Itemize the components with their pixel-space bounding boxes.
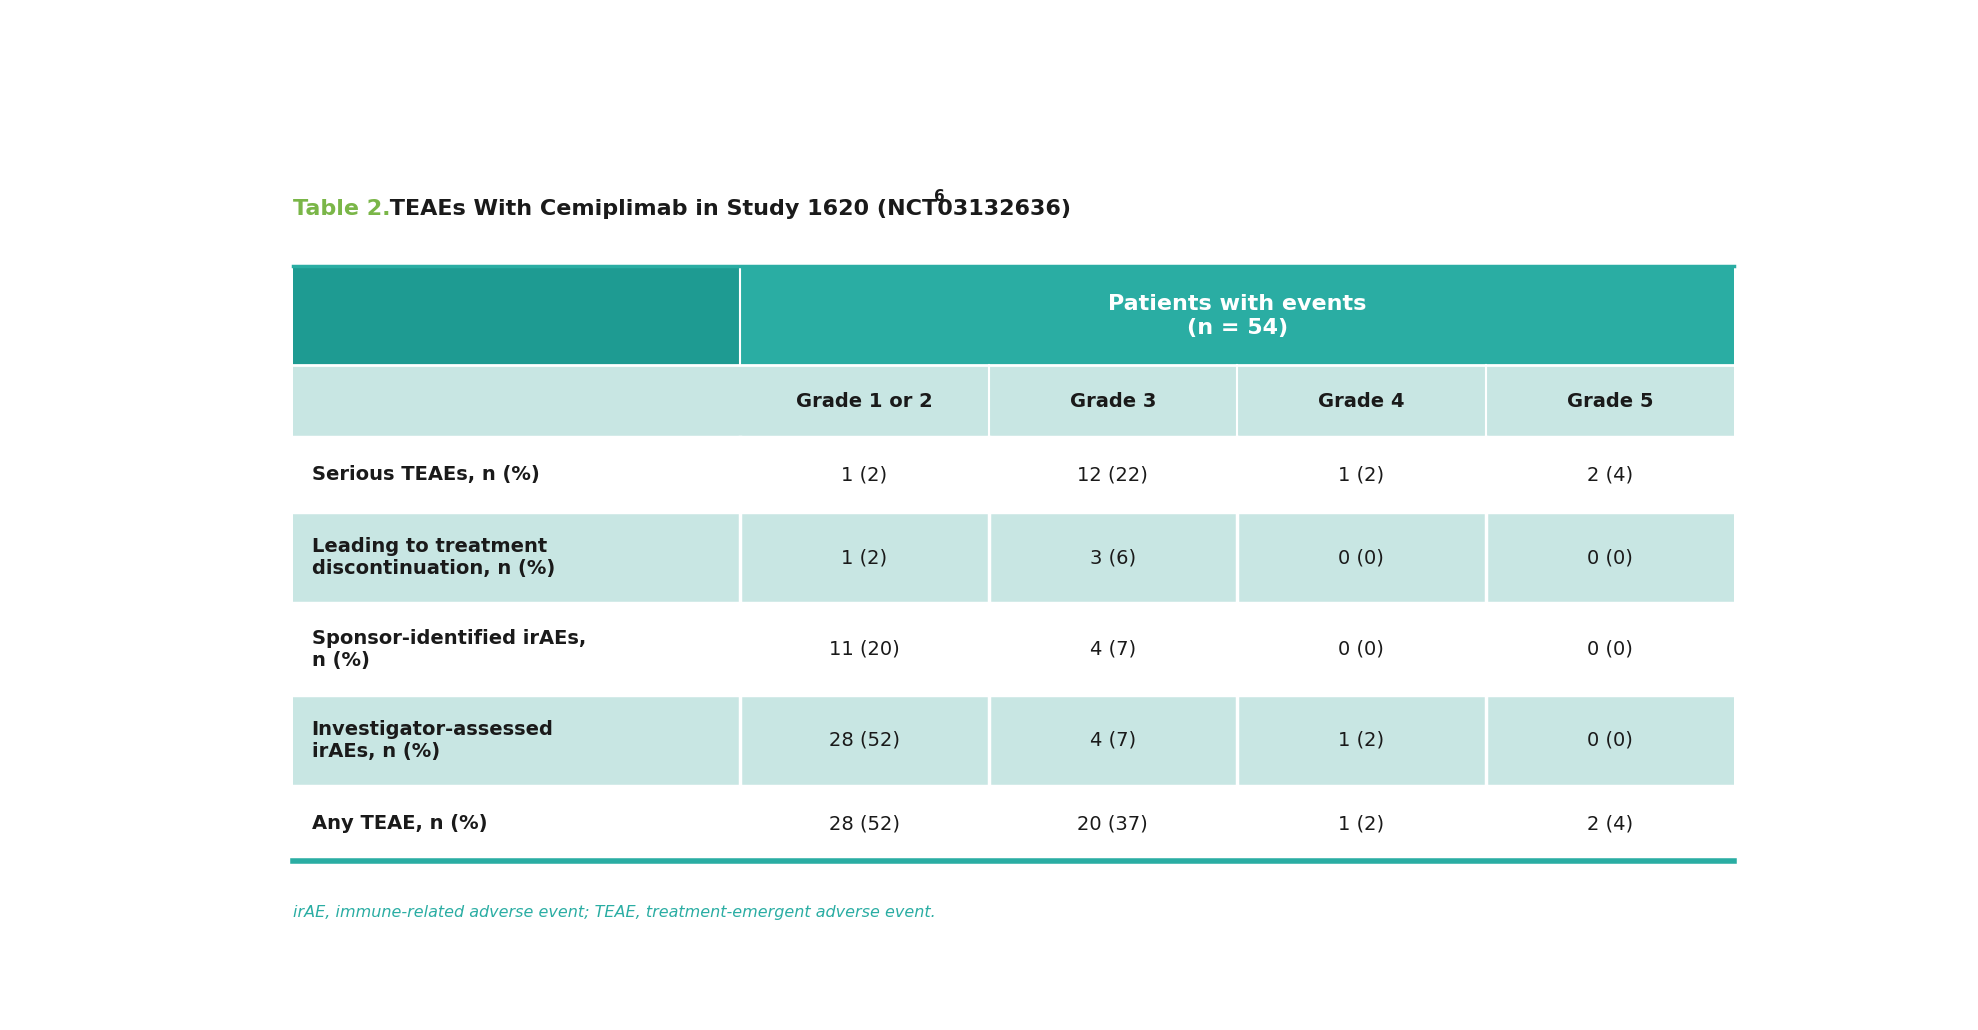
FancyBboxPatch shape bbox=[989, 694, 1236, 786]
Text: 20 (37): 20 (37) bbox=[1078, 814, 1147, 833]
Text: Table 2.: Table 2. bbox=[293, 199, 392, 218]
Text: 1 (2): 1 (2) bbox=[1339, 730, 1385, 750]
FancyBboxPatch shape bbox=[1236, 366, 1485, 437]
FancyBboxPatch shape bbox=[293, 604, 740, 694]
FancyBboxPatch shape bbox=[293, 366, 740, 437]
Text: 28 (52): 28 (52) bbox=[829, 814, 900, 833]
Text: 11 (20): 11 (20) bbox=[829, 640, 900, 658]
Text: 1 (2): 1 (2) bbox=[1339, 814, 1385, 833]
FancyBboxPatch shape bbox=[740, 366, 989, 437]
Text: irAE, immune-related adverse event; TEAE, treatment-emergent adverse event.: irAE, immune-related adverse event; TEAE… bbox=[293, 904, 936, 920]
FancyBboxPatch shape bbox=[293, 267, 740, 366]
Text: Investigator-assessed
irAEs, n (%): Investigator-assessed irAEs, n (%) bbox=[313, 720, 554, 761]
Text: 3 (6): 3 (6) bbox=[1090, 548, 1135, 568]
Text: 1 (2): 1 (2) bbox=[841, 548, 888, 568]
Text: 12 (22): 12 (22) bbox=[1078, 466, 1149, 484]
Text: Grade 5: Grade 5 bbox=[1567, 391, 1654, 411]
Text: 1 (2): 1 (2) bbox=[841, 466, 888, 484]
Text: Grade 3: Grade 3 bbox=[1070, 391, 1155, 411]
Text: 2 (4): 2 (4) bbox=[1586, 466, 1634, 484]
FancyBboxPatch shape bbox=[989, 604, 1236, 694]
Text: Serious TEAEs, n (%): Serious TEAEs, n (%) bbox=[313, 466, 540, 484]
FancyBboxPatch shape bbox=[740, 512, 989, 604]
Text: 4 (7): 4 (7) bbox=[1090, 730, 1135, 750]
FancyBboxPatch shape bbox=[989, 366, 1236, 437]
Text: 28 (52): 28 (52) bbox=[829, 730, 900, 750]
FancyBboxPatch shape bbox=[1485, 437, 1735, 512]
FancyBboxPatch shape bbox=[1236, 604, 1485, 694]
FancyBboxPatch shape bbox=[989, 437, 1236, 512]
Text: TEAEs With Cemiplimab in Study 1620 (NCT03132636): TEAEs With Cemiplimab in Study 1620 (NCT… bbox=[382, 199, 1072, 218]
Text: 0 (0): 0 (0) bbox=[1339, 548, 1385, 568]
Text: 6: 6 bbox=[934, 190, 945, 205]
FancyBboxPatch shape bbox=[1485, 512, 1735, 604]
FancyBboxPatch shape bbox=[740, 437, 989, 512]
FancyBboxPatch shape bbox=[293, 786, 740, 861]
FancyBboxPatch shape bbox=[740, 267, 1735, 366]
FancyBboxPatch shape bbox=[1236, 786, 1485, 861]
Text: 0 (0): 0 (0) bbox=[1586, 640, 1634, 658]
Text: Leading to treatment
discontinuation, n (%): Leading to treatment discontinuation, n … bbox=[313, 538, 556, 578]
FancyBboxPatch shape bbox=[293, 694, 740, 786]
Text: 4 (7): 4 (7) bbox=[1090, 640, 1135, 658]
Text: 2 (4): 2 (4) bbox=[1586, 814, 1634, 833]
FancyBboxPatch shape bbox=[740, 604, 989, 694]
Text: 0 (0): 0 (0) bbox=[1586, 730, 1634, 750]
Text: 0 (0): 0 (0) bbox=[1586, 548, 1634, 568]
Text: Patients with events
(n = 54): Patients with events (n = 54) bbox=[1108, 295, 1367, 338]
FancyBboxPatch shape bbox=[293, 512, 740, 604]
FancyBboxPatch shape bbox=[1236, 694, 1485, 786]
FancyBboxPatch shape bbox=[1485, 786, 1735, 861]
Text: 1 (2): 1 (2) bbox=[1339, 466, 1385, 484]
FancyBboxPatch shape bbox=[1236, 437, 1485, 512]
Text: Grade 4: Grade 4 bbox=[1317, 391, 1404, 411]
FancyBboxPatch shape bbox=[293, 437, 740, 512]
FancyBboxPatch shape bbox=[989, 786, 1236, 861]
FancyBboxPatch shape bbox=[1485, 694, 1735, 786]
FancyBboxPatch shape bbox=[989, 512, 1236, 604]
Text: Sponsor-identified irAEs,
n (%): Sponsor-identified irAEs, n (%) bbox=[313, 628, 585, 670]
FancyBboxPatch shape bbox=[1485, 604, 1735, 694]
FancyBboxPatch shape bbox=[740, 694, 989, 786]
FancyBboxPatch shape bbox=[740, 786, 989, 861]
Text: 0 (0): 0 (0) bbox=[1339, 640, 1385, 658]
FancyBboxPatch shape bbox=[1236, 512, 1485, 604]
FancyBboxPatch shape bbox=[1485, 366, 1735, 437]
Text: Any TEAE, n (%): Any TEAE, n (%) bbox=[313, 814, 487, 833]
Text: Grade 1 or 2: Grade 1 or 2 bbox=[795, 391, 932, 411]
